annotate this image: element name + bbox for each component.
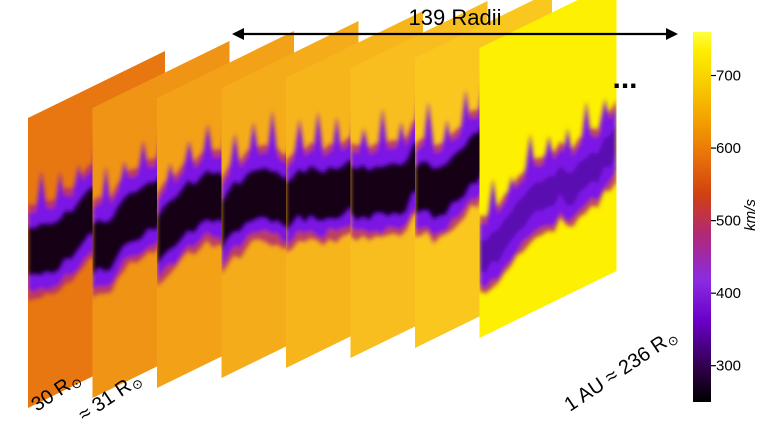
colorbar-unit: km/s — [742, 199, 759, 231]
ellipsis: ... — [612, 62, 637, 95]
slice-8 — [479, 0, 617, 338]
span-arrow — [232, 28, 678, 40]
colorbar-gradient — [693, 32, 711, 402]
last-slice-label: 1 AU ≈ 236 R⊙ — [560, 325, 681, 417]
colorbar-ticks: 700 600 500 400 300 — [711, 68, 741, 375]
colorbar-tick-label: 500 — [716, 213, 741, 230]
colorbar-tick-label: 400 — [716, 285, 741, 302]
colorbar: 700 600 500 400 300 km/s — [693, 32, 759, 402]
span-label: 139 Radii — [409, 5, 502, 30]
colorbar-tick-label: 700 — [716, 68, 741, 85]
stream-band — [479, 98, 617, 294]
colorbar-tick-label: 600 — [716, 140, 741, 157]
slice-stack — [28, 0, 617, 408]
colorbar-tick-label: 300 — [716, 358, 741, 375]
